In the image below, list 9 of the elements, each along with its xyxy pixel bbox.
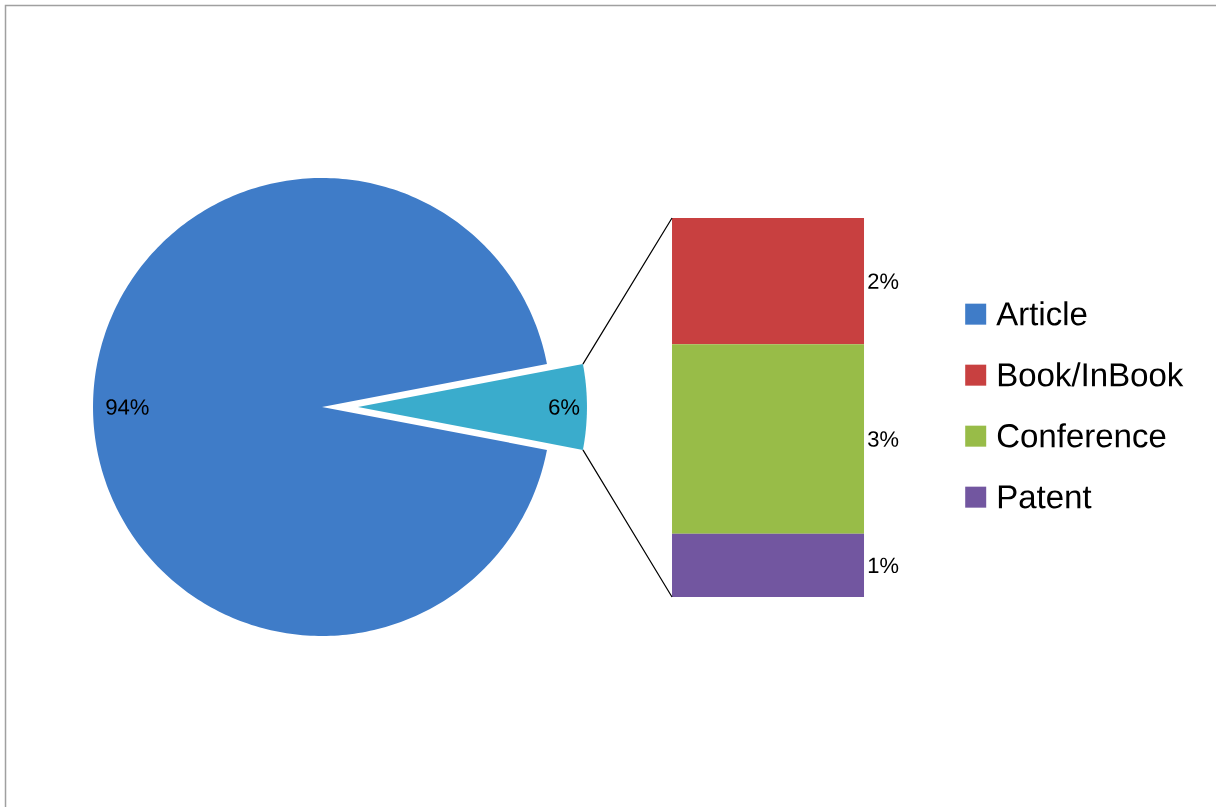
legend-label: Conference [997,423,1166,448]
legend-label: Patent [998,485,1092,509]
data-label: 6% [549,399,580,415]
legend-label: Book/InBook [998,362,1184,387]
data-label: 2% [868,273,899,289]
data-label: 3% [868,431,899,447]
legend-label: Article [996,301,1087,326]
data-label: 1% [868,557,899,574]
data-label: 94% [106,399,149,415]
